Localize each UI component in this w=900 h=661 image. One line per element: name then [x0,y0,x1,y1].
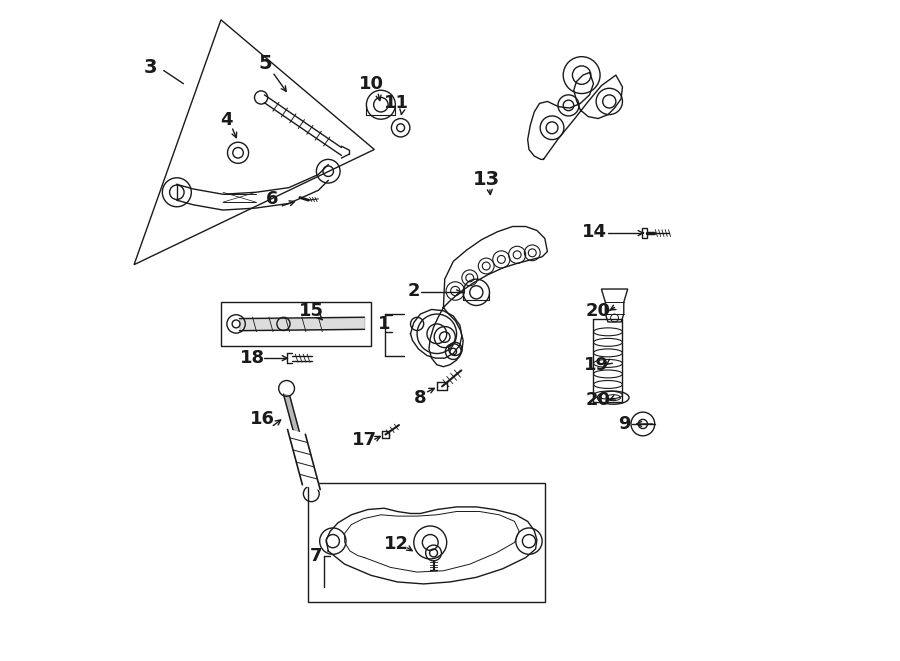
Text: 20: 20 [586,391,610,408]
Bar [220,301,371,346]
Text: 10: 10 [358,75,383,93]
Text: 16: 16 [250,410,274,428]
Text: 18: 18 [240,349,266,367]
Bar [643,229,647,238]
Text: 8: 8 [414,389,427,407]
Text: 4: 4 [220,111,232,129]
Text: 20: 20 [586,302,610,320]
Text: 5: 5 [259,54,273,73]
Text: 9: 9 [618,415,631,433]
Text: 14: 14 [582,223,608,241]
Text: 11: 11 [383,95,409,112]
Text: 13: 13 [472,170,500,188]
Polygon shape [284,394,300,433]
Text: 6: 6 [266,190,278,208]
Text: 12: 12 [383,535,409,553]
Text: 3: 3 [144,58,158,77]
Text: 17: 17 [352,432,377,449]
Text: 2: 2 [408,282,420,300]
Polygon shape [288,430,320,490]
Text: 7: 7 [310,547,322,564]
Text: 15: 15 [300,302,324,320]
Text: 1: 1 [378,315,391,333]
Text: 19: 19 [583,356,608,373]
